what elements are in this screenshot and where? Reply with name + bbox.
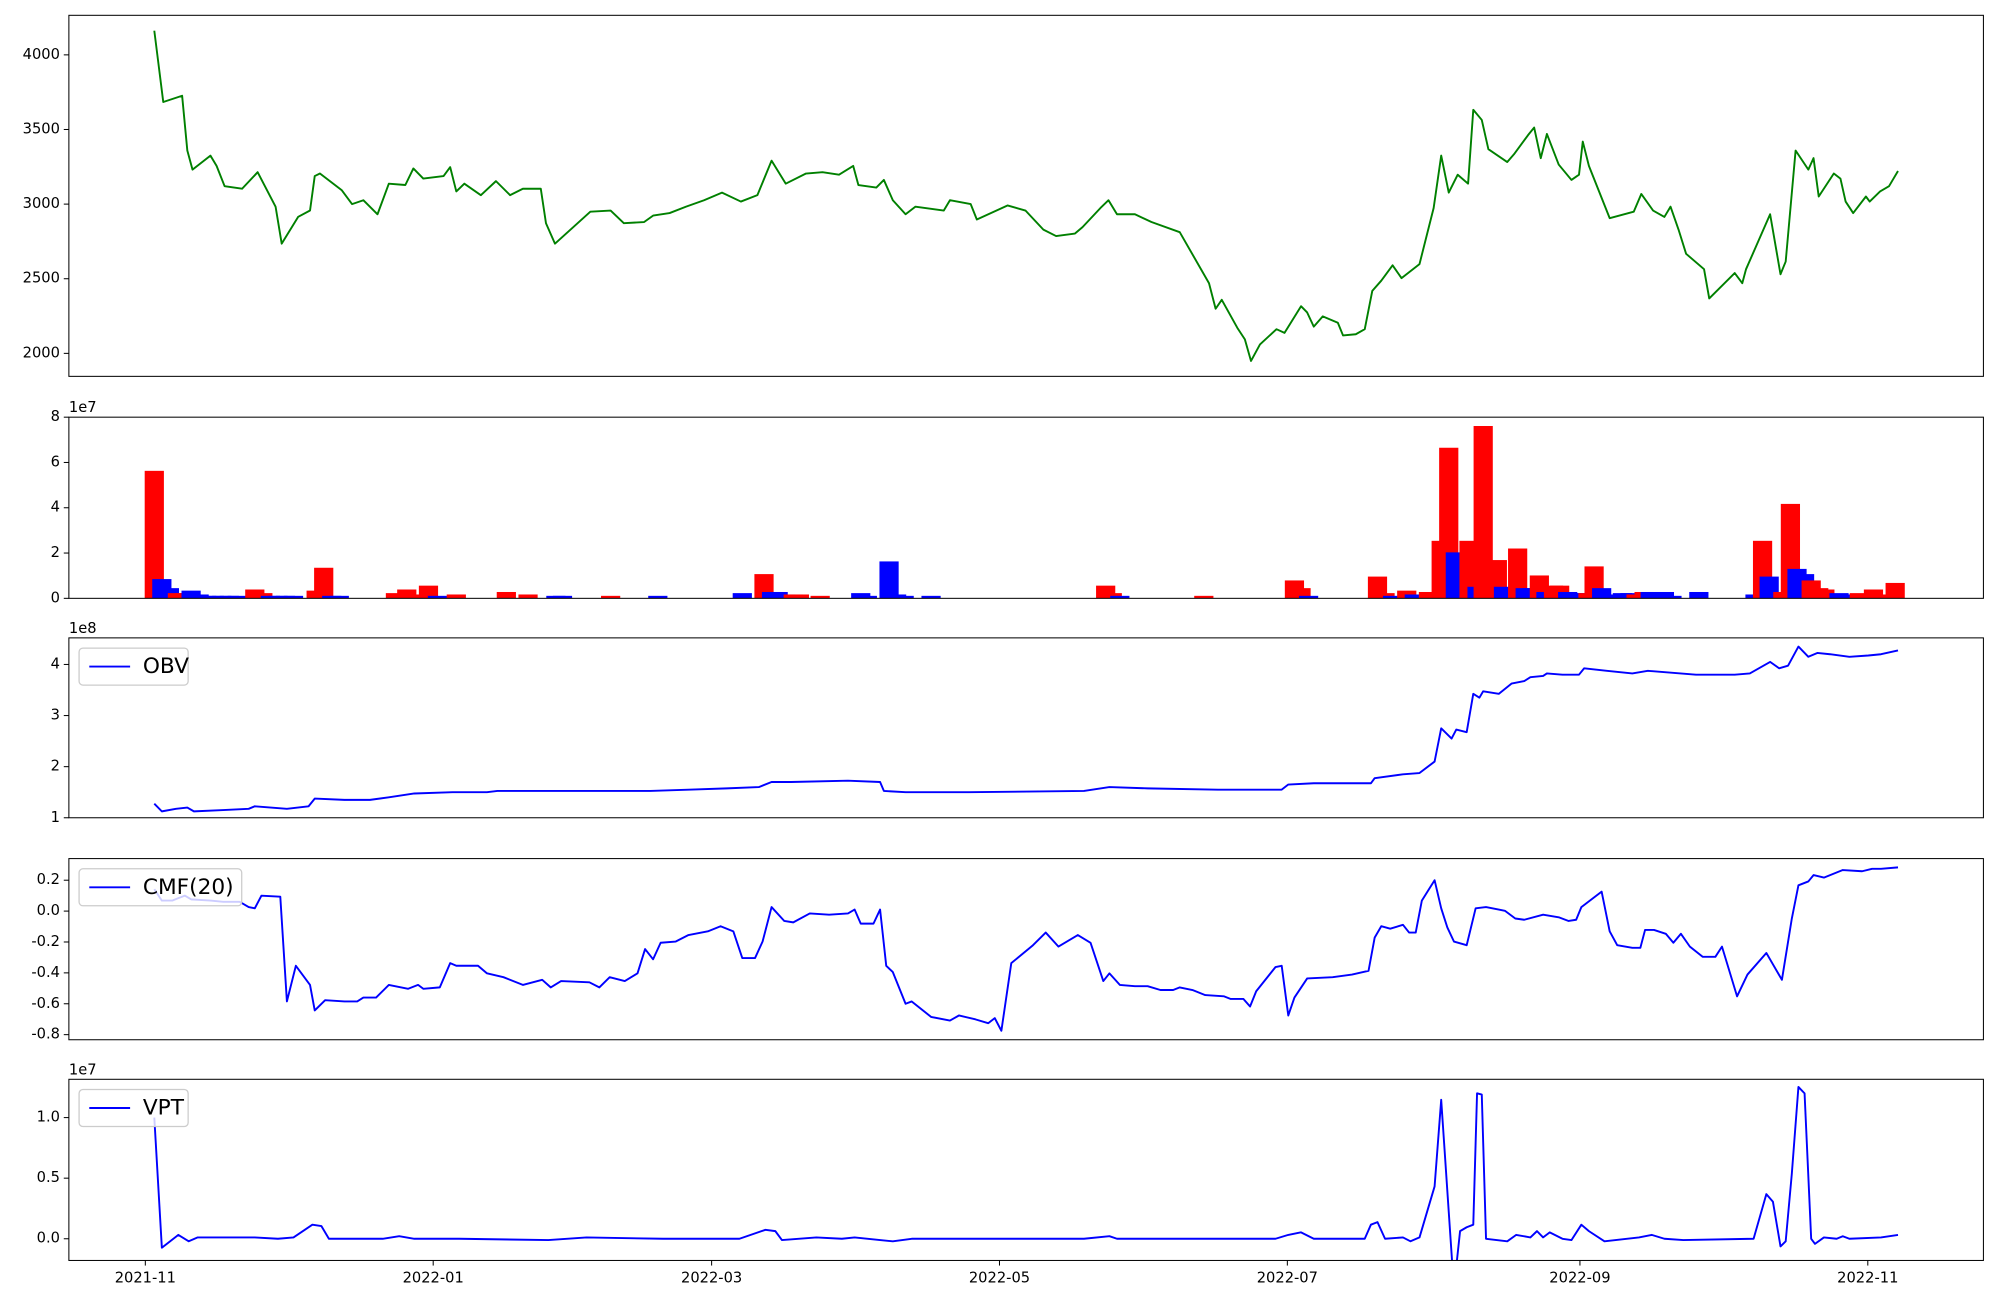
data-line	[153, 645, 1899, 813]
bar	[418, 585, 439, 599]
bar	[1291, 588, 1311, 599]
data-line	[153, 866, 1899, 1032]
y-tick-label: -0.8	[31, 1026, 60, 1043]
axes-frame	[68, 1078, 1984, 1261]
bar	[496, 591, 516, 599]
bar	[1654, 591, 1675, 599]
bar	[397, 589, 417, 599]
axes-frame	[68, 637, 1984, 819]
bar	[329, 595, 349, 599]
bar	[552, 595, 573, 599]
y-tick-label: 0.0	[37, 1230, 60, 1247]
y-tick-label: 8	[51, 408, 60, 425]
bar	[1885, 582, 1905, 599]
bar	[1367, 576, 1388, 599]
y-tick-label: 0.0	[37, 902, 60, 919]
bar	[1473, 426, 1493, 599]
legend-box	[78, 1088, 189, 1128]
bar	[427, 595, 448, 599]
y-tick-label: 6	[51, 453, 60, 470]
bar	[879, 561, 899, 599]
bar	[1418, 591, 1439, 599]
bar	[314, 567, 334, 599]
y-tick-label: 3000	[23, 195, 60, 212]
bar	[253, 593, 273, 599]
bar	[1592, 588, 1612, 599]
bar	[894, 595, 914, 599]
x-tick-label: 2022-05	[969, 1269, 1030, 1286]
bar	[648, 595, 668, 599]
panel: 2000 2500 3000 3500 4000	[23, 14, 1984, 377]
y-tick-label: 4000	[23, 46, 60, 63]
x-tick-label: 2022-09	[1549, 1269, 1610, 1286]
axis-offset-label: 1e8	[69, 620, 97, 637]
bar	[1102, 593, 1122, 599]
bar	[1375, 593, 1395, 599]
axes-frame	[68, 858, 1984, 1041]
axis-offset-label: 1e7	[69, 1061, 97, 1078]
bar	[1662, 595, 1682, 599]
panel: -0.8 -0.6 -0.4 -0.2 0.0 0.2 CMF(20)	[31, 858, 1984, 1043]
bar	[1298, 595, 1319, 599]
y-tick-label: -0.4	[31, 964, 60, 981]
bar	[1508, 548, 1528, 599]
y-tick-label: 0.2	[37, 871, 60, 888]
y-tick-label: 2	[51, 758, 60, 775]
bar	[446, 594, 466, 599]
x-tick-label: 2022-07	[1257, 1269, 1318, 1286]
bar	[1382, 595, 1403, 599]
y-tick-label: 1	[51, 809, 60, 826]
bar	[1815, 589, 1835, 599]
y-tick-label: 2500	[23, 270, 60, 287]
y-tick-label: 0	[51, 589, 60, 606]
panel: 0 2 4 6 8 1e7	[51, 399, 1984, 606]
x-tick-label: 2022-11	[1837, 1269, 1898, 1286]
data-line	[153, 30, 1899, 362]
x-tick-label: 2021-11	[115, 1269, 176, 1286]
bar	[283, 595, 304, 599]
bar	[1110, 595, 1130, 599]
bar	[810, 595, 830, 599]
panel: 1 2 3 4 1e8 OBV	[51, 620, 1984, 826]
y-tick-label: 3	[51, 707, 60, 724]
y-tick-label: 3500	[23, 120, 60, 137]
panel: 0.0 0.5 1.0 2021-11 2022-01 2022-03 2022-05 202…	[37, 1061, 1984, 1286]
legend-box	[78, 647, 189, 686]
axis-offset-label: 1e7	[69, 399, 97, 416]
y-tick-label: 0.5	[37, 1169, 60, 1186]
y-tick-label: 4	[51, 655, 60, 672]
legend-label: OBV	[143, 654, 189, 679]
x-tick-label: 2022-03	[681, 1269, 742, 1286]
bar	[1194, 595, 1214, 599]
bar	[732, 593, 752, 599]
data-line	[153, 1085, 1899, 1261]
bar	[1863, 589, 1884, 599]
bar	[601, 595, 621, 599]
y-tick-label: 2000	[23, 344, 60, 361]
y-tick-label: -0.6	[31, 995, 60, 1012]
x-tick-label: 2022-01	[403, 1269, 464, 1286]
bar	[857, 595, 877, 599]
axes-frame	[68, 416, 1984, 599]
bar	[518, 594, 538, 599]
bar	[851, 593, 871, 599]
bar	[385, 593, 406, 599]
y-tick-label: 4	[51, 499, 60, 516]
legend-box	[78, 868, 243, 907]
bar	[921, 595, 941, 599]
bar	[789, 594, 809, 599]
y-tick-label: 2	[51, 544, 60, 561]
y-tick-label: 1.0	[37, 1109, 60, 1126]
bar	[144, 470, 164, 599]
y-tick-label: -0.2	[31, 933, 60, 950]
axes-frame	[68, 14, 1984, 377]
bar	[227, 595, 247, 599]
legend-label: CMF(20)	[143, 875, 234, 900]
bar	[1689, 591, 1709, 599]
legend-label: VPT	[143, 1096, 185, 1121]
